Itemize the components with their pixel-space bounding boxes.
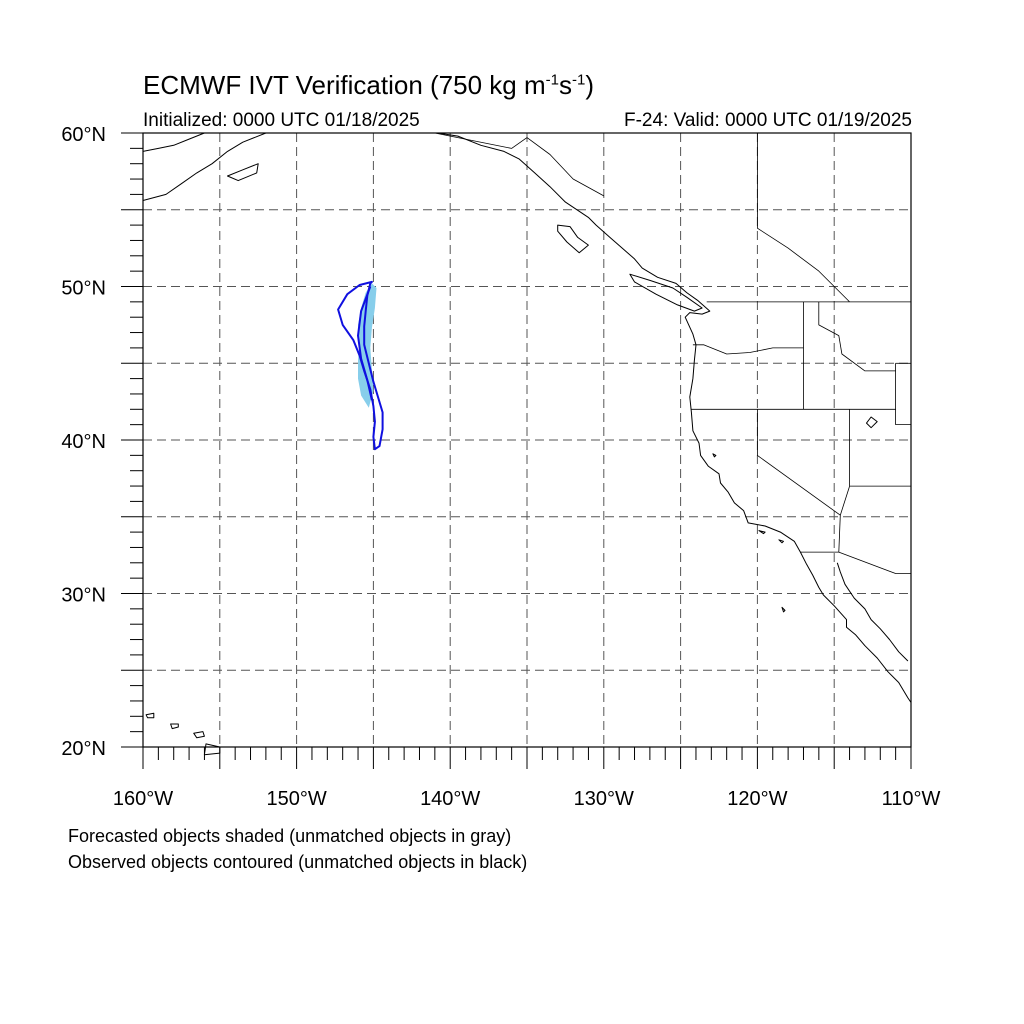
state-border (800, 551, 911, 574)
ivt-objects (337, 280, 384, 451)
lon-tick-label: 120°W (727, 788, 787, 810)
lon-tick-label: 140°W (420, 788, 480, 810)
lat-tick-label: 50°N (61, 278, 106, 300)
chart-title: ECMWF IVT Verification (750 kg m-1s-1) (143, 70, 594, 100)
west-coast-coastline (437, 132, 912, 703)
forecast-legend-note: Forecasted objects shaded (unmatched obj… (68, 826, 512, 846)
observed-object-contour (337, 280, 384, 451)
island-outline (203, 743, 221, 756)
island-outline (758, 530, 766, 535)
lake-outline (866, 416, 878, 429)
alaska-peninsula-coastline (142, 132, 267, 201)
observed-legend-note: Observed objects contoured (unmatched ob… (68, 852, 528, 872)
island-outline (145, 712, 155, 719)
lat-tick-label: 20°N (61, 738, 106, 760)
gulf-of-california-coastline (836, 562, 909, 662)
island-outline (557, 224, 589, 254)
lat-tick-label: 60°N (61, 124, 106, 146)
valid-time-label: F-24: Valid: 0000 UTC 01/19/2025 (624, 110, 912, 131)
lake-outline (712, 453, 717, 458)
island-outline (227, 163, 259, 182)
state-border (692, 344, 804, 355)
lon-tick-label: 150°W (266, 788, 326, 810)
island-outline (193, 731, 205, 739)
province-border (434, 132, 604, 197)
state-border (757, 409, 841, 516)
lat-tick-label: 30°N (61, 585, 106, 607)
init-time-label: Initialized: 0000 UTC 01/18/2025 (143, 110, 420, 131)
state-border (895, 363, 911, 426)
state-border (838, 409, 850, 553)
island-outline (170, 723, 179, 730)
lon-tick-label: 130°W (574, 788, 634, 810)
lon-tick-label: 160°W (113, 788, 173, 810)
axis-ticks (121, 132, 912, 769)
state-border (818, 301, 896, 372)
gridlines (143, 133, 911, 747)
province-border (757, 133, 850, 303)
lon-tick-label: 110°W (882, 788, 941, 810)
lat-tick-label: 40°N (61, 431, 106, 453)
island-outline (781, 606, 786, 613)
alaska-coastline (142, 132, 205, 152)
island-outline (778, 539, 784, 544)
island-outline (629, 273, 703, 312)
axis-labels: 160°W 150°W 140°W 130°W 120°W 110°W 60°N 50°N 40… (61, 124, 940, 810)
